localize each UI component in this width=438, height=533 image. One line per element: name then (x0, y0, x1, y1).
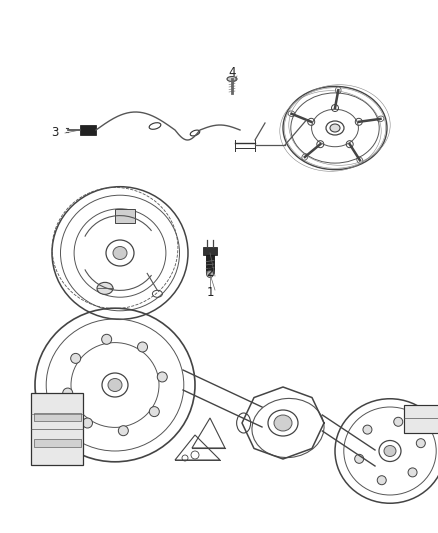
Text: 1: 1 (206, 287, 214, 300)
Circle shape (118, 426, 128, 435)
Circle shape (138, 342, 148, 352)
Circle shape (355, 454, 364, 463)
Text: 3: 3 (51, 126, 59, 140)
Ellipse shape (227, 77, 237, 82)
Circle shape (416, 439, 425, 448)
Circle shape (377, 476, 386, 484)
Circle shape (149, 407, 159, 417)
Bar (115, 208, 135, 223)
Ellipse shape (97, 282, 113, 294)
Text: 2: 2 (206, 266, 214, 279)
Bar (34, 413, 81, 421)
Circle shape (102, 334, 112, 344)
Ellipse shape (113, 246, 127, 260)
Circle shape (63, 388, 73, 398)
Circle shape (157, 372, 167, 382)
Circle shape (206, 271, 213, 278)
Circle shape (408, 468, 417, 477)
Bar (80, 125, 96, 135)
Ellipse shape (274, 415, 292, 431)
Ellipse shape (384, 446, 396, 456)
Text: 4: 4 (228, 67, 236, 79)
Circle shape (394, 417, 403, 426)
Bar (203, 247, 217, 255)
Circle shape (82, 418, 92, 428)
Bar (404, 405, 438, 433)
Circle shape (71, 353, 81, 364)
Ellipse shape (108, 378, 122, 392)
Circle shape (363, 425, 372, 434)
Bar (34, 439, 81, 447)
Ellipse shape (330, 124, 340, 132)
Bar (32, 393, 83, 465)
Bar (206, 255, 214, 273)
